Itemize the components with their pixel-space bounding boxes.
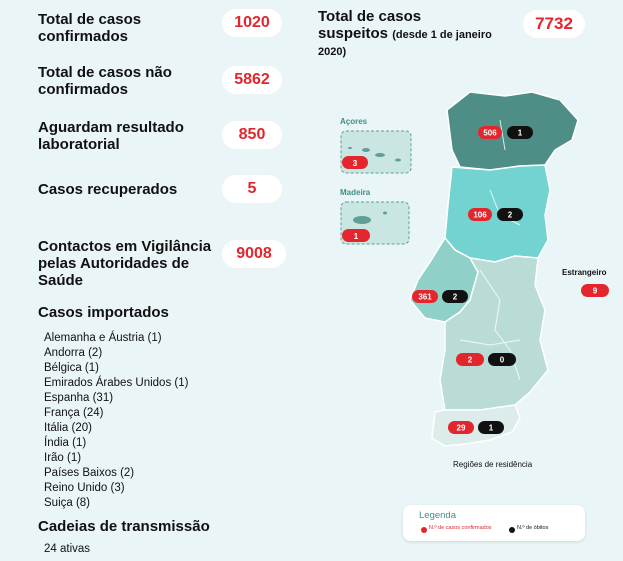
awaiting-value: 850: [222, 121, 282, 149]
district-lines: [459, 119, 521, 381]
list-item: Alemanha e Áustria (1): [44, 332, 162, 344]
awaiting-label-line1: Aguardam resultado: [38, 119, 184, 136]
suspected-label-line1: Total de casos: [318, 8, 422, 25]
surveillance-label-line3: Saúde: [38, 272, 84, 289]
list-item: Itália (20): [44, 422, 92, 434]
azores-islands: [348, 147, 401, 162]
norte-deaths: 1: [518, 129, 523, 138]
list-item: Países Baixos (2): [44, 467, 135, 479]
madeira-cases: 1: [354, 232, 359, 241]
confirmed-label-line2: confirmados: [38, 28, 129, 45]
norte-cases-badge: [478, 126, 502, 139]
norte-cases: 506: [483, 129, 497, 138]
legend-deaths-label: N.º de óbitos: [517, 525, 549, 531]
awaiting-label-line2: laboratorial: [38, 136, 120, 153]
suspected-note-year: 2020): [318, 46, 347, 58]
centro-cases-badge: [468, 208, 492, 221]
list-item: Índia (1): [44, 437, 87, 449]
region-centro: [444, 164, 551, 263]
norte-deaths-badge: [507, 126, 533, 139]
legend-title: Legenda: [419, 510, 456, 521]
suspected-value: 7732: [523, 10, 585, 38]
madeira-inset: [340, 201, 410, 245]
lvt-deaths: 2: [453, 293, 458, 302]
region-lvt: [409, 236, 479, 323]
chains-title: Cadeias de transmissão: [38, 518, 210, 535]
awaiting-label: Aguardam resultado laboratorial: [38, 119, 184, 153]
confirmed-label-line1: Total de casos: [38, 11, 142, 28]
surveillance-label: Contactos em Vigilância pelas Autoridade…: [38, 238, 211, 289]
chains-value: 24 ativas: [44, 543, 91, 555]
list-item: França (24): [44, 407, 104, 419]
region-algarve: [431, 404, 521, 447]
unconfirmed-label-line2: confirmados: [38, 81, 129, 98]
foreign-cases-badge: [581, 284, 609, 297]
imported-title: Casos importados: [38, 304, 169, 321]
algarve-deaths-badge: [478, 421, 504, 434]
centro-deaths-badge: [497, 208, 523, 221]
azores-inset: [340, 130, 412, 174]
list-item: Espanha (31): [44, 392, 114, 404]
list-item: Irão (1): [44, 452, 82, 464]
suspected-label: Total de casos suspeitos (desde 1 de jan…: [318, 8, 492, 61]
algarve-cases: 29: [457, 424, 466, 433]
madeira-label: Madeira: [340, 188, 371, 197]
madeira-islands: [353, 211, 387, 224]
confirmed-value: 1020: [222, 9, 282, 37]
algarve-deaths: 1: [489, 424, 494, 433]
suspected-label-line2: suspeitos: [318, 25, 389, 42]
suspected-label-line2-wrap: suspeitos (desde 1 de janeiro: [318, 25, 492, 44]
centro-deaths: 2: [508, 211, 513, 220]
unconfirmed-label: Total de casos não confirmados: [38, 64, 172, 98]
list-item: Andorra (2): [44, 347, 103, 359]
recovered-label: Casos recuperados: [38, 181, 178, 198]
azores-cases: 3: [353, 159, 358, 168]
regions-label: Regiões de residência: [453, 460, 533, 469]
lvt-deaths-badge: [442, 290, 468, 303]
list-item: Bélgica (1): [44, 362, 99, 374]
unconfirmed-label-line1: Total de casos não: [38, 64, 172, 81]
azores-label: Açores: [340, 117, 368, 126]
alentejo-cases: 2: [468, 356, 473, 365]
unconfirmed-value: 5862: [222, 66, 282, 94]
foreign-label: Estrangeiro: [562, 268, 607, 277]
list-item: Emirados Árabes Unidos (1): [44, 377, 189, 389]
algarve-cases-badge: [448, 421, 474, 434]
legend-deaths-dot-icon: [509, 527, 515, 533]
azores-cases-badge: [342, 156, 368, 169]
region-alentejo: [439, 255, 549, 411]
lvt-cases: 361: [418, 293, 432, 302]
surveillance-value: 9008: [222, 240, 286, 268]
imported-list: Alemanha e Áustria (1) Andorra (2) Bélgi…: [44, 331, 188, 511]
legend-confirmed-dot-icon: [421, 527, 427, 533]
legend-box: Legenda N.º de casos confirmados N.º de …: [403, 505, 585, 541]
surveillance-label-line2: pelas Autoridades de: [38, 255, 190, 272]
recovered-value: 5: [222, 175, 282, 203]
centro-cases: 106: [473, 211, 487, 220]
legend-confirmed-label: N.º de casos confirmados: [429, 525, 492, 531]
alentejo-deaths-badge: [488, 353, 516, 366]
suspected-note: (desde 1 de janeiro: [392, 29, 492, 41]
list-item: Reino Unido (3): [44, 482, 125, 494]
foreign-cases: 9: [593, 287, 598, 296]
madeira-cases-badge: [342, 229, 370, 242]
confirmed-label: Total de casos confirmados: [38, 11, 141, 45]
list-item: Suiça (8): [44, 497, 91, 509]
lvt-cases-badge: [412, 290, 438, 303]
surveillance-label-line1: Contactos em Vigilância: [38, 238, 212, 255]
alentejo-deaths: 0: [500, 356, 505, 365]
region-norte: [446, 91, 579, 171]
alentejo-cases-badge: [456, 353, 484, 366]
